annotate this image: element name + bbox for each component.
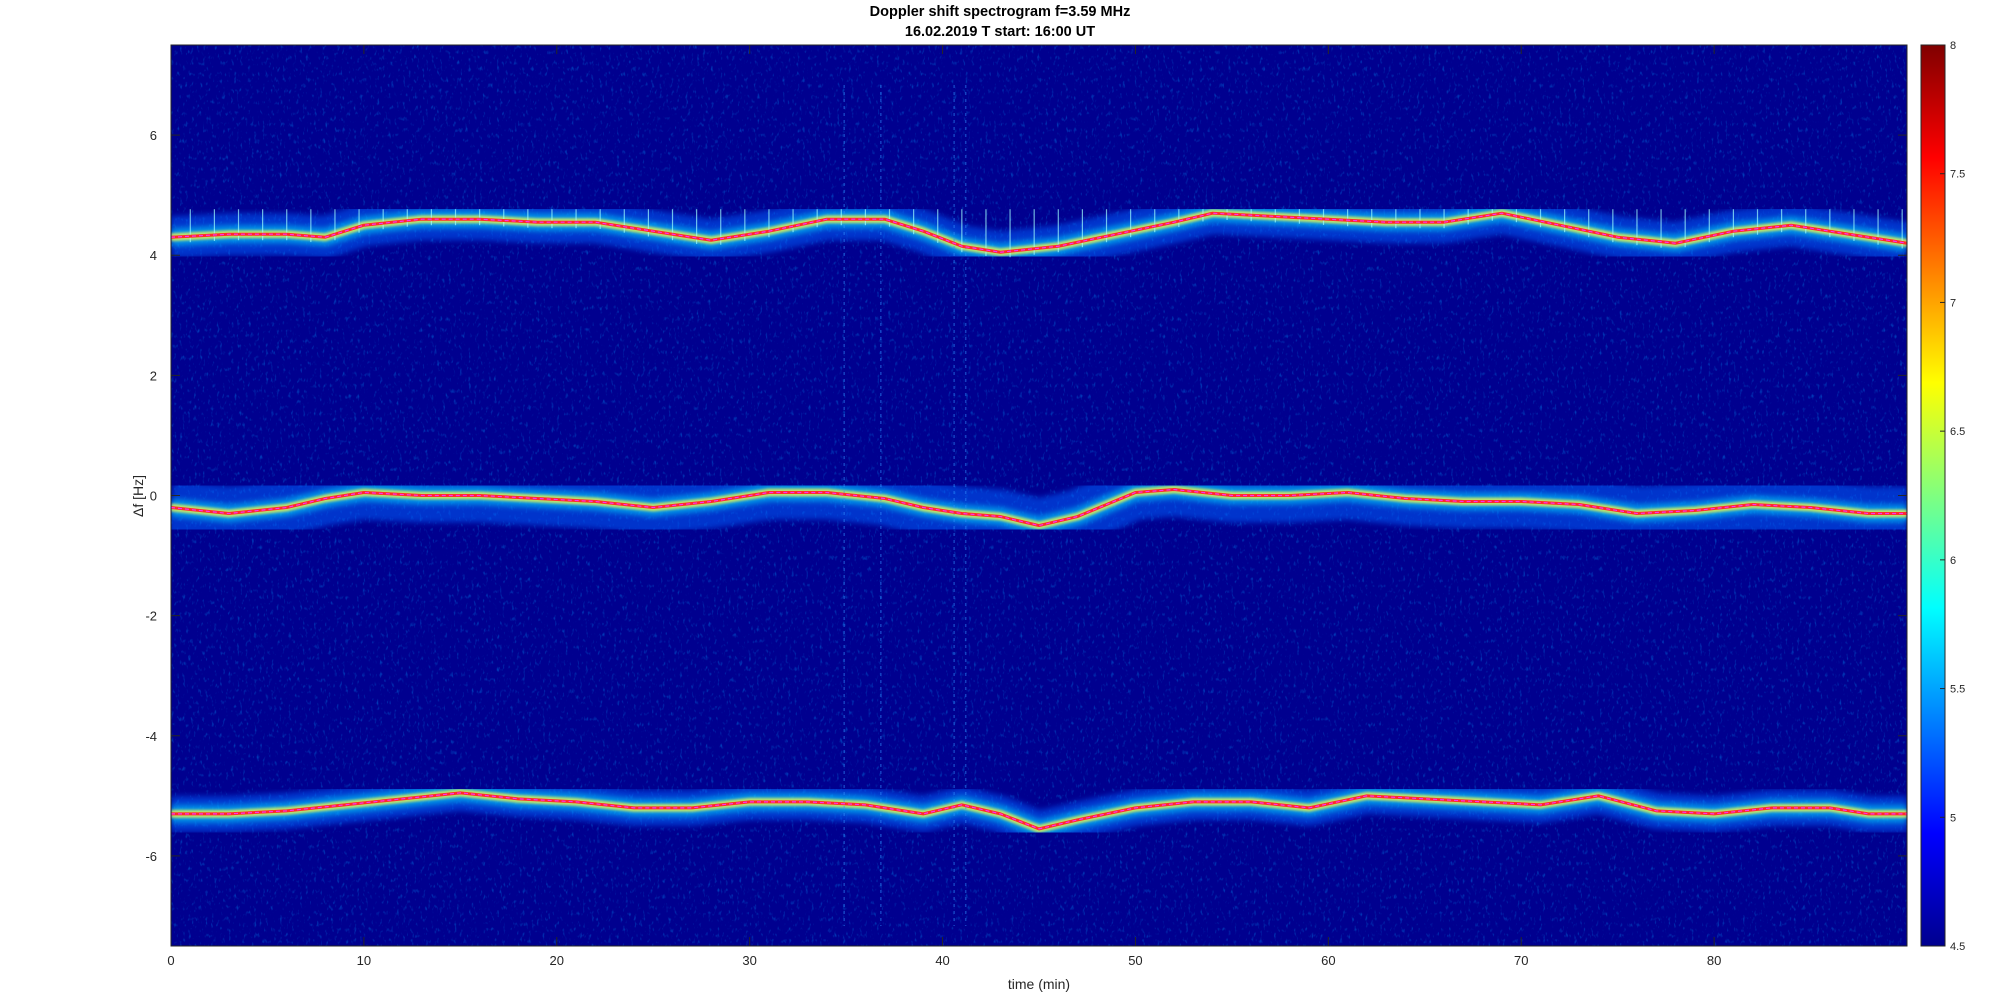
colorbar-tick-label: 4.5 [1950, 941, 1965, 953]
x-tick-label: 50 [1128, 953, 1142, 968]
colorbar-tick-label: 8 [1950, 40, 1956, 52]
y-tick-label: -6 [145, 849, 157, 864]
y-axis-label: Δf [Hz] [130, 475, 146, 517]
x-tick-label: 60 [1321, 953, 1335, 968]
x-tick-label: 30 [742, 953, 756, 968]
colorbar-tick-label: 6 [1950, 555, 1956, 567]
trace-overlay [171, 792, 1907, 830]
colorbar-ticks: 4.5 5 5.5 6 6.5 7 7.5 8 [1940, 40, 1965, 953]
x-tick-label: 10 [357, 953, 371, 968]
colorbar [1920, 44, 1946, 947]
colorbar-tick-label: 6.5 [1950, 426, 1965, 438]
x-tick-label: 70 [1514, 953, 1528, 968]
y-tick-label: 0 [150, 489, 157, 504]
y-tick-label: -4 [145, 729, 157, 744]
y-tick-label: 4 [150, 248, 157, 263]
colorbar-tick-label: 7 [1950, 297, 1956, 309]
x-tick-label: 40 [935, 953, 949, 968]
impulse-spikes [189, 85, 1903, 926]
doppler-traces [171, 211, 1907, 831]
chart-title: Doppler shift spectrogram f=3.59 MHz [869, 4, 1131, 20]
x-tick-label: 20 [550, 953, 564, 968]
colorbar-tick-label: 7.5 [1950, 169, 1965, 181]
chart-subtitle: 16.02.2019 T start: 16:00 UT [904, 24, 1096, 40]
x-tick-label: 80 [1707, 953, 1721, 968]
x-axis: 0 10 20 30 40 50 60 70 80 [167, 45, 1721, 968]
trace-overlay [171, 212, 1907, 253]
y-tick-label: 2 [150, 368, 157, 383]
trace-overlay [171, 488, 1907, 527]
x-tick-label: 0 [167, 953, 174, 968]
x-axis-label: time (min) [1008, 976, 1070, 992]
y-tick-label: -2 [145, 609, 157, 624]
y-axis: -6 -4 -2 0 2 4 6 [145, 128, 1907, 864]
colorbar-tick-label: 5.5 [1950, 684, 1965, 696]
colorbar-tick-label: 5 [1950, 812, 1956, 824]
y-tick-label: 6 [150, 128, 157, 143]
